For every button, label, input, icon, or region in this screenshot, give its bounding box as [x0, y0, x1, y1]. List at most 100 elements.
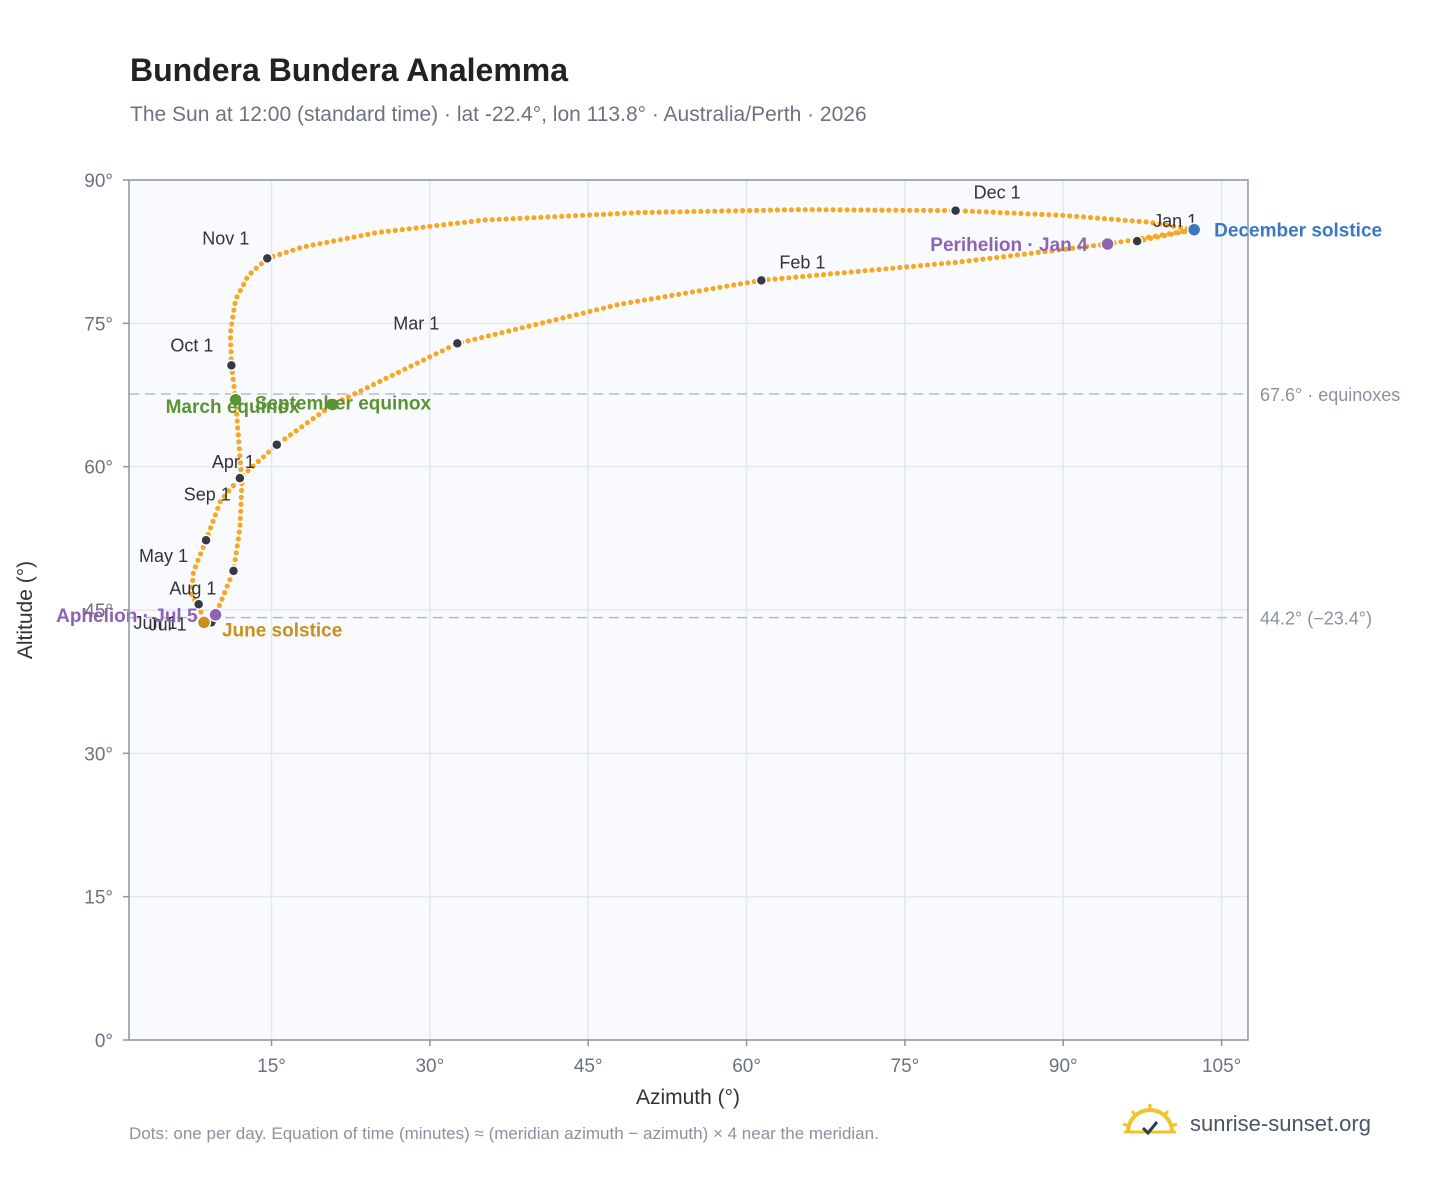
daily-sun-dot: [848, 269, 854, 275]
daily-sun-dot: [774, 207, 781, 213]
x-tick-label: 60°: [732, 1056, 761, 1077]
daily-sun-dot: [990, 209, 996, 215]
daily-sun-dot: [851, 207, 857, 213]
daily-sun-dot: [248, 270, 254, 276]
month-marker-dot: [234, 472, 246, 484]
daily-sun-dot: [234, 543, 240, 549]
daily-sun-dot: [1143, 219, 1149, 225]
daily-sun-dot: [1081, 214, 1087, 220]
daily-sun-dot: [931, 261, 938, 267]
daily-sun-dot: [1101, 216, 1107, 222]
daily-sun-dot: [461, 219, 468, 225]
daily-sun-dot: [230, 314, 236, 320]
daily-sun-dot: [245, 468, 251, 474]
daily-sun-dot: [987, 255, 993, 261]
event-marker-label: December solstice: [1214, 221, 1382, 242]
daily-sun-dot: [227, 335, 234, 341]
daily-sun-dot: [1118, 239, 1124, 245]
daily-sun-dot: [364, 385, 370, 391]
daily-sun-dot: [230, 376, 236, 382]
daily-sun-dot: [649, 209, 655, 215]
daily-sun-dot: [962, 208, 969, 214]
daily-sun-dot: [710, 285, 716, 292]
daily-sun-dot: [1025, 211, 1031, 217]
month-marker-label: Oct 1: [170, 335, 213, 355]
daily-sun-dot: [224, 583, 230, 589]
daily-sun-dot: [823, 207, 829, 213]
daily-sun-dot: [820, 272, 827, 278]
daily-sun-dot: [726, 208, 732, 214]
daily-sun-dot: [1035, 249, 1041, 255]
daily-sun-dot: [1145, 234, 1152, 240]
daily-sun-dot: [876, 266, 882, 273]
daily-sun-dot: [1171, 223, 1177, 229]
x-tick-label: 105°: [1202, 1056, 1241, 1077]
x-tick-label: 30°: [415, 1056, 444, 1077]
daily-sun-dot: [1042, 249, 1048, 255]
daily-sun-dot: [345, 394, 352, 400]
event-marker-dot: [228, 392, 243, 408]
daily-sun-dot: [503, 216, 509, 222]
brand-logo[interactable]: sunrise-sunset.org: [1120, 1100, 1390, 1150]
daily-sun-dot: [283, 249, 289, 255]
daily-sun-dot: [235, 432, 241, 438]
daily-sun-dot: [573, 213, 579, 219]
daily-sun-dot: [414, 360, 420, 366]
daily-sun-dot: [517, 215, 523, 221]
daily-sun-dot: [510, 216, 516, 222]
daily-sun-dot: [1074, 213, 1080, 219]
daily-sun-dot: [1150, 220, 1156, 226]
daily-sun-dot: [226, 488, 232, 494]
daily-sun-dot: [980, 256, 986, 262]
daily-sun-dot: [475, 218, 481, 224]
daily-sun-dot: [304, 420, 310, 426]
daily-sun-dot: [594, 307, 600, 313]
daily-sun-dot: [244, 275, 250, 281]
x-tick-label: 15°: [257, 1056, 286, 1077]
daily-sun-dot: [290, 247, 296, 253]
daily-sun-dot: [698, 208, 704, 214]
daily-sun-dot: [712, 208, 718, 214]
daily-sun-dot: [1077, 244, 1083, 250]
daily-sun-dot: [236, 446, 242, 452]
daily-sun-dot: [310, 242, 316, 248]
event-marker-label: September equinox: [255, 394, 432, 415]
daily-sun-dot: [1136, 218, 1142, 224]
daily-sun-dot: [670, 209, 676, 215]
month-marker-label: Dec 1: [974, 183, 1021, 203]
daily-sun-dot: [628, 299, 634, 305]
daily-sun-dot: [241, 281, 247, 288]
event-marker-dot: [1100, 236, 1115, 252]
sun-checkmark-icon: [1122, 1104, 1178, 1136]
daily-sun-dot: [841, 270, 847, 276]
daily-sun-dot: [383, 375, 389, 381]
daily-sun-dot: [1018, 210, 1024, 217]
daily-sun-dot: [858, 207, 864, 213]
daily-sun-dot: [779, 275, 785, 281]
daily-sun-dot: [239, 487, 245, 493]
daily-sun-dot: [656, 209, 662, 215]
daily-sun-dot: [918, 263, 924, 269]
daily-sun-dot: [900, 207, 906, 213]
event-marker-label: March equinox: [166, 397, 301, 418]
daily-sun-dot: [747, 207, 753, 214]
daily-sun-dot: [420, 224, 426, 230]
daily-sun-dot: [788, 207, 795, 213]
daily-sun-dot: [519, 325, 525, 331]
daily-sun-dot: [1164, 222, 1170, 228]
daily-sun-dot: [1157, 221, 1163, 227]
daily-sun-dot: [238, 508, 244, 514]
daily-sun-dot: [448, 221, 454, 227]
daily-sun-dot: [282, 436, 288, 442]
daily-sun-dot: [238, 467, 244, 473]
daily-sun-dot: [189, 584, 195, 590]
daily-sun-dot: [1122, 217, 1128, 223]
daily-sun-dot: [1014, 252, 1021, 258]
daily-sun-dot: [190, 570, 196, 576]
daily-sun-dot: [200, 544, 206, 551]
daily-sun-dot: [938, 261, 945, 267]
x-tick-label: 75°: [891, 1056, 920, 1077]
daily-sun-dot: [482, 217, 488, 223]
daily-sun-dot: [914, 207, 920, 213]
